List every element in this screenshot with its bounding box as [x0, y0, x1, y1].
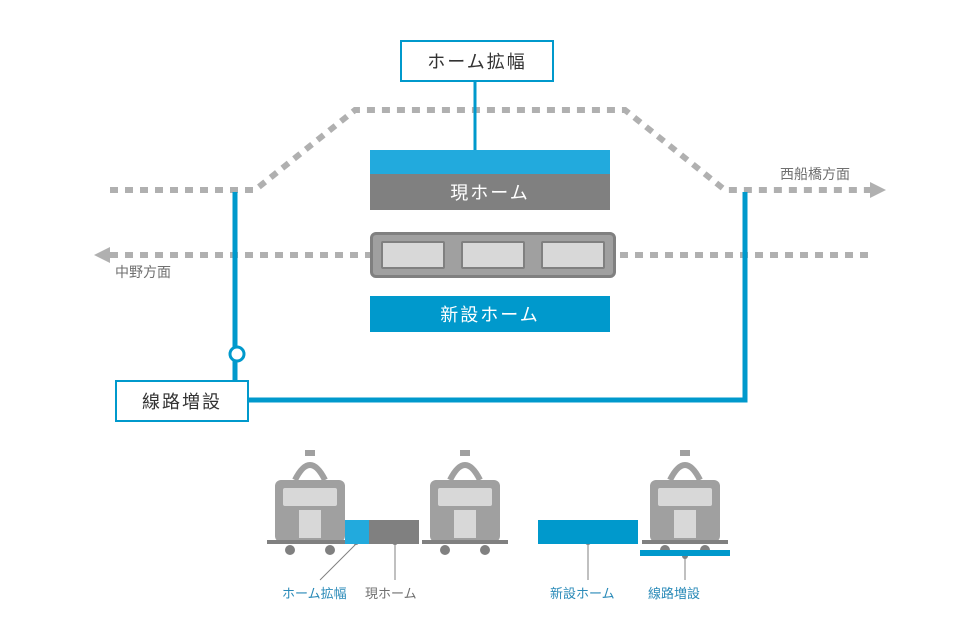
train-window — [381, 241, 445, 269]
connector-bottom-circle — [230, 347, 244, 361]
cross-section-svg — [0, 440, 980, 640]
cs-track-line — [640, 550, 730, 556]
widened-strip — [370, 150, 610, 174]
platform-widening-label: ホーム拡幅 — [427, 48, 526, 74]
train-window — [461, 241, 525, 269]
cs-new-block — [538, 520, 638, 544]
cs-widening-block — [345, 520, 369, 544]
direction-left-label: 中野方面 — [115, 262, 171, 282]
current-platform: 現ホーム — [370, 174, 610, 210]
new-platform-label: 新設ホーム — [440, 301, 539, 327]
train-top-view — [370, 232, 616, 278]
track-addition-label: 線路増設 — [142, 388, 222, 414]
cs-new-label: 新設ホーム — [550, 583, 615, 602]
track-addition-label-box: 線路増設 — [115, 380, 249, 422]
current-platform-label: 現ホーム — [450, 179, 529, 205]
cs-widening-label: ホーム拡幅 — [282, 583, 347, 602]
platform-widening-label-box: ホーム拡幅 — [400, 40, 554, 82]
arrow-right — [870, 182, 886, 198]
cs-current-block — [369, 520, 419, 544]
arrow-left — [94, 247, 110, 263]
cs-current-label: 現ホーム — [365, 583, 417, 602]
train-front-2 — [422, 450, 508, 555]
train-front-3 — [642, 450, 728, 555]
new-platform: 新設ホーム — [370, 296, 610, 332]
diagram-canvas: ホーム拡幅 中野方面 西船橋方面 現ホーム 新設ホーム 線路増設 — [0, 0, 980, 638]
train-front-1 — [267, 450, 353, 555]
direction-right-label: 西船橋方面 — [780, 164, 850, 184]
cs-track-add-label: 線路増設 — [648, 583, 700, 602]
train-window — [541, 241, 605, 269]
